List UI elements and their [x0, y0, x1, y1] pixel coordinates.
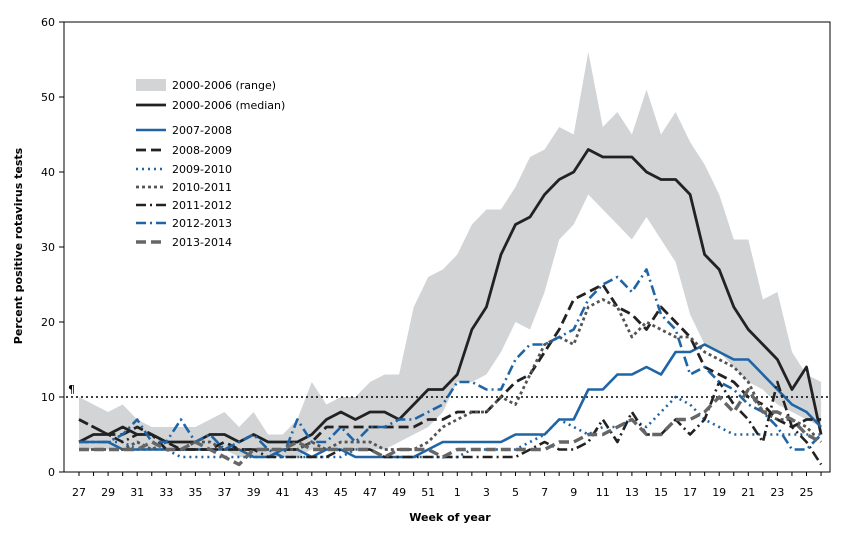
- y-tick-label: 50: [41, 91, 55, 104]
- series-line-2010-2011: [79, 298, 823, 451]
- x-tick-label: 37: [218, 486, 232, 499]
- legend-label-2009-2010: 2009-2010: [172, 163, 232, 176]
- x-tick-label: 17: [683, 486, 697, 499]
- x-tick-label: 23: [770, 486, 784, 499]
- legend-label-range: 2000-2006 (range): [172, 79, 276, 92]
- range-band-layer: [79, 52, 822, 457]
- x-tick-label: 5: [512, 486, 519, 499]
- y-tick-label: 40: [41, 166, 55, 179]
- y-tick-label: 20: [41, 316, 55, 329]
- reference-line-label: ¶: [68, 383, 75, 396]
- x-tick-label: 45: [334, 486, 348, 499]
- legend-swatch-range: [136, 79, 166, 91]
- range-band-area: [79, 52, 822, 457]
- y-tick-label: 60: [41, 16, 55, 29]
- x-tick-label: 7: [541, 486, 548, 499]
- series-layer: [78, 148, 823, 467]
- x-tick-label: 21: [741, 486, 755, 499]
- y-axis-title: Percent positive rotavirus tests: [12, 147, 25, 344]
- series-line-2013-2014: [79, 387, 822, 467]
- x-tick-label: 9: [570, 486, 577, 499]
- x-tick-label: 51: [421, 486, 435, 499]
- x-tick-label: 49: [392, 486, 406, 499]
- x-tick-label: 15: [654, 486, 668, 499]
- x-tick-label: 1: [454, 486, 461, 499]
- x-tick-label: 47: [363, 486, 377, 499]
- legend-label-2000-2006 (median): 2000-2006 (median): [172, 99, 285, 112]
- y-tick-label: 0: [48, 466, 55, 479]
- x-axis-title: Week of year: [409, 511, 491, 524]
- x-tick-label: 11: [596, 486, 610, 499]
- legend-label-2012-2013: 2012-2013: [172, 217, 232, 230]
- x-tick-label: 3: [483, 486, 490, 499]
- x-tick-label: 41: [276, 486, 290, 499]
- x-tick-label: 13: [625, 486, 639, 499]
- legend-label-2010-2011: 2010-2011: [172, 181, 232, 194]
- legend-label-2013-2014: 2013-2014: [172, 236, 232, 249]
- x-tick-label: 29: [101, 486, 115, 499]
- legend-label-2011-2012: 2011-2012: [172, 199, 232, 212]
- legend-label-2008-2009: 2008-2009: [172, 144, 232, 157]
- series-line-2012-2013: [79, 268, 823, 459]
- series-line-2011-2012: [78, 380, 823, 466]
- x-tick-label: 43: [305, 486, 319, 499]
- y-tick-label: 10: [41, 391, 55, 404]
- legend: 2000-2006 (range) 2000-2006 (median) 2007-…: [136, 79, 285, 249]
- x-tick-label: 19: [712, 486, 726, 499]
- x-tick-label: 27: [72, 486, 86, 499]
- x-tick-label: 33: [159, 486, 173, 499]
- legend-label-2007-2008: 2007-2008: [172, 124, 232, 137]
- x-tick-label: 25: [800, 486, 814, 499]
- x-tick-label: 39: [247, 486, 261, 499]
- y-tick-label: 30: [41, 241, 55, 254]
- x-tick-label: 31: [130, 486, 144, 499]
- x-tick-label: 35: [188, 486, 202, 499]
